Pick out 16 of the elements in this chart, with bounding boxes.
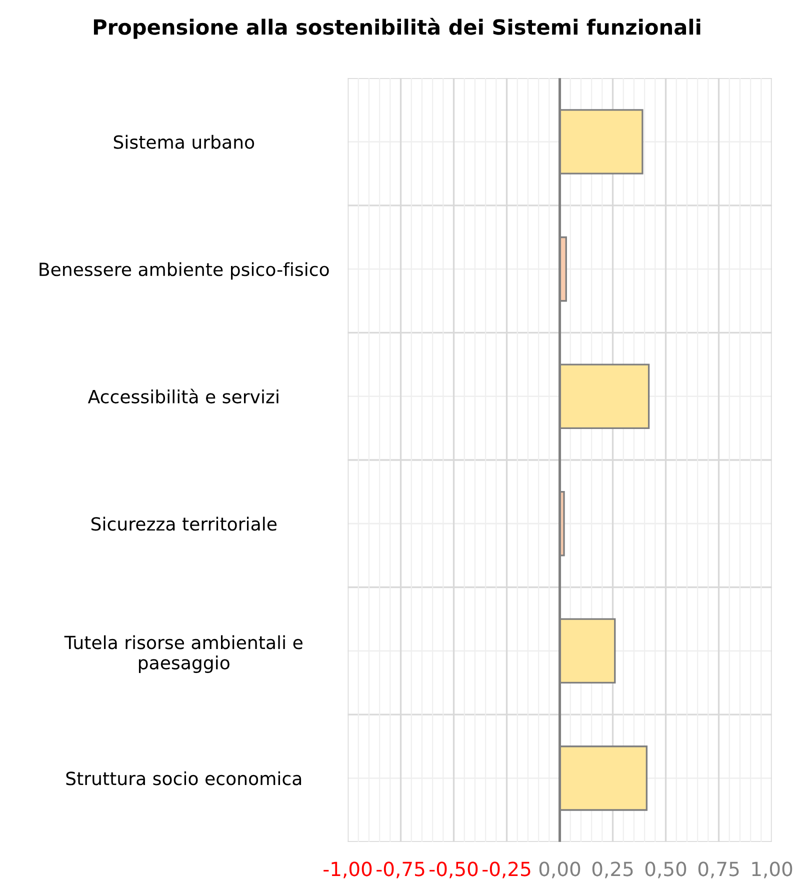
x-tick-label: 0,50 (645, 862, 686, 878)
x-tick-label: 0,25 (592, 862, 633, 878)
y-tick-label: Benessere ambiente psico-fisico (40, 262, 329, 280)
y-tick-label: Accessibilità e servizi (88, 388, 278, 404)
y-tick-label: Sicurezza territoriale (91, 516, 277, 531)
x-tick-label: 0,75 (698, 862, 739, 878)
x-tick-label: -0,50 (430, 862, 478, 878)
x-tick-label: -0,25 (482, 862, 530, 878)
x-tick-label: -1,00 (324, 862, 372, 878)
x-tick-label: 0,00 (539, 862, 580, 878)
x-tick-label: -0,75 (376, 862, 424, 878)
chart-title: Propensione alla sostenibilità dei Sistemi funzionali (94, 18, 700, 39)
y-tick-label: Struttura socio economica (66, 771, 302, 786)
y-tick-label: Tutela risorse ambientali e paesaggio (64, 635, 302, 673)
y-tick-label: Sistema urbano (114, 134, 254, 149)
x-tick-label: 1,00 (752, 862, 792, 878)
